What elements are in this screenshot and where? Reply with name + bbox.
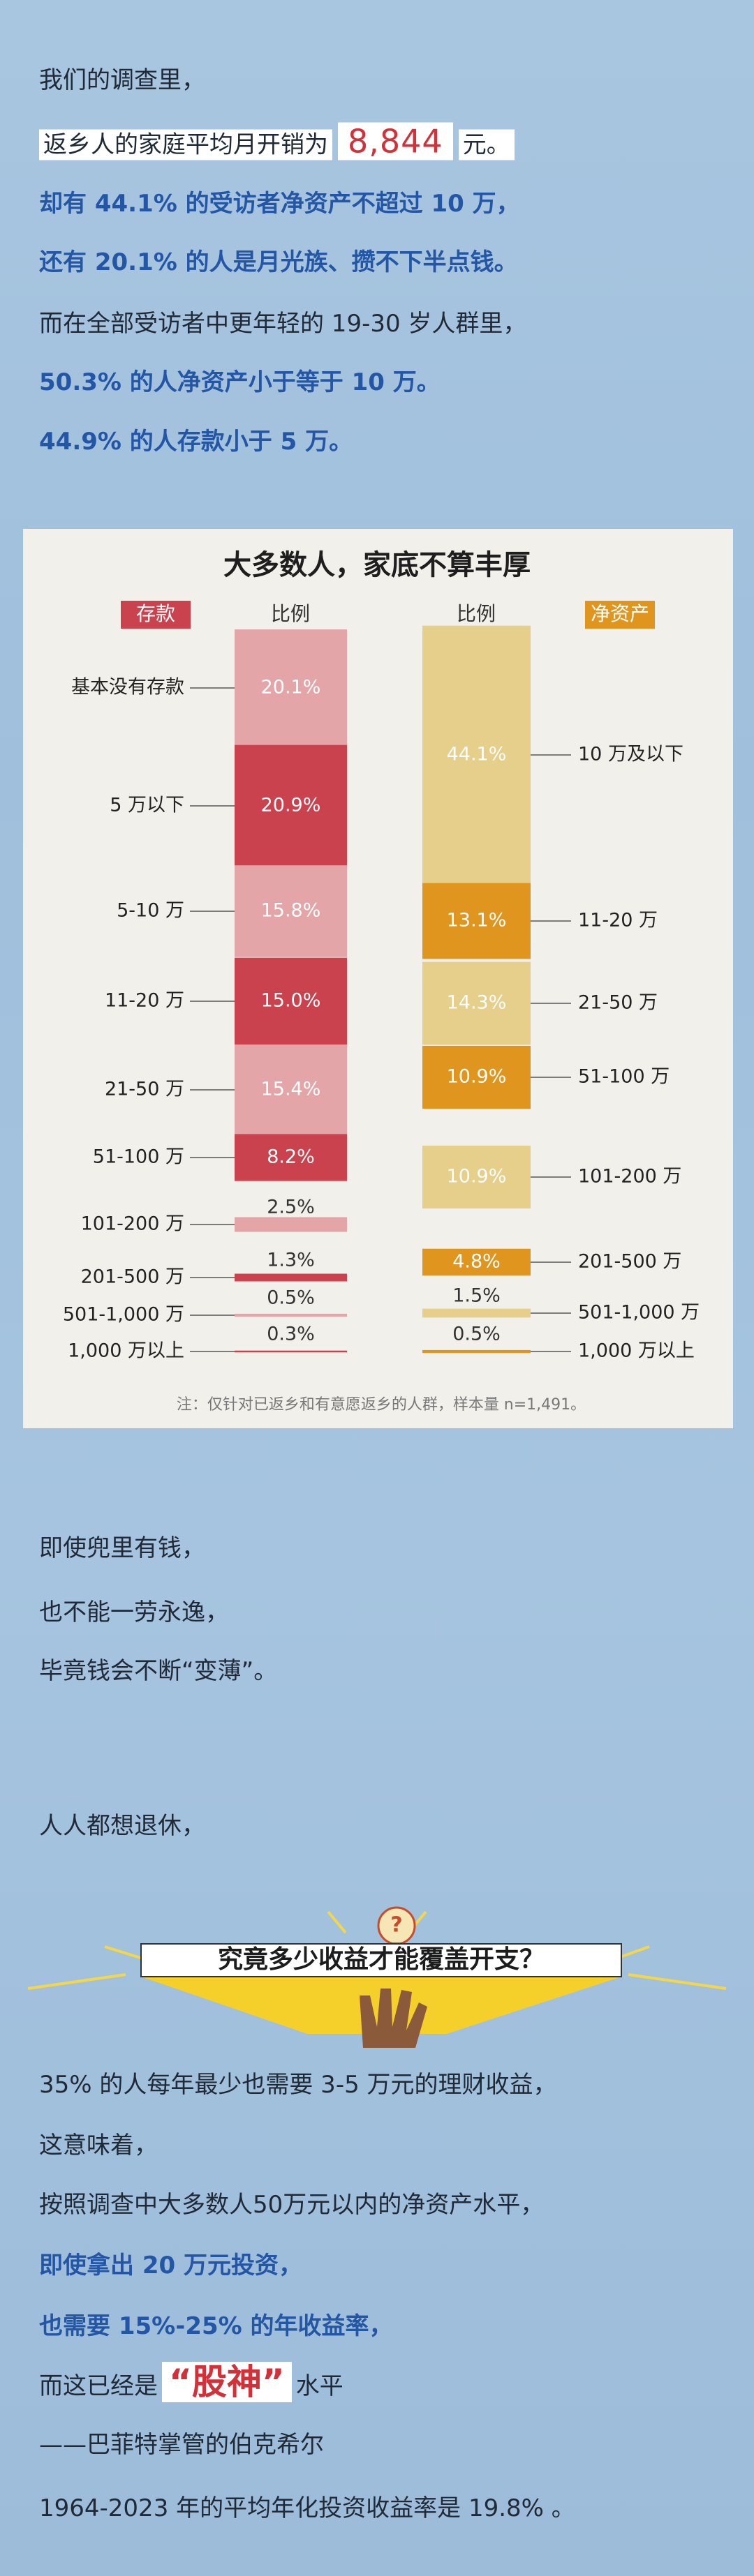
- series-name: 存款: [136, 602, 175, 625]
- value-label: 2.5%: [267, 1197, 315, 1218]
- value-label: 10.9%: [447, 1166, 507, 1188]
- column-label: 比例: [457, 602, 496, 625]
- text-line: 这意味着，: [39, 2132, 158, 2159]
- value-label: 20.9%: [261, 795, 321, 816]
- text-line: 50.3% 的人净资产小于等于 10 万。: [39, 368, 441, 396]
- bar: [235, 1313, 347, 1317]
- text-line: 却有 44.1% 的受访者净资产不超过 10 万，: [39, 190, 520, 218]
- value-label: 4.8%: [452, 1251, 501, 1273]
- highlight-number: 8,844: [338, 122, 453, 160]
- text-line: 我们的调查里，: [39, 66, 205, 94]
- text: 水平: [295, 2372, 343, 2400]
- category-label: 5 万以下: [110, 795, 184, 816]
- text: 元。: [458, 129, 515, 160]
- chart-title: 大多数人，家底不算丰厚: [223, 549, 531, 581]
- text-line: 也不能一劳永逸，: [39, 1598, 229, 1626]
- hand: [360, 1989, 427, 2048]
- value-label: 1.5%: [452, 1285, 501, 1307]
- text-line: 按照调查中大多数人50万元以内的净资产水平，: [39, 2191, 545, 2219]
- value-label: 13.1%: [447, 910, 507, 931]
- text-line: 1964-2023 年的平均年化投资收益率是 19.8% 。: [39, 2494, 575, 2522]
- bar: [422, 961, 531, 1045]
- bar: [235, 629, 347, 747]
- value-label: 10.9%: [447, 1066, 507, 1088]
- text-line: 44.9% 的人存款小于 5 万。: [39, 428, 353, 456]
- value-label: 1.3%: [267, 1250, 315, 1271]
- series-name-box: [121, 601, 191, 629]
- icon: ?: [390, 1913, 402, 1938]
- bar: [235, 744, 347, 867]
- category-label: 5-10 万: [117, 900, 184, 922]
- text: 返乡人的家庭平均月开销为: [39, 129, 332, 160]
- banner-text: 究竟多少收益才能覆盖开支？: [218, 1945, 545, 1974]
- category-label: 501-1,000 万: [63, 1304, 184, 1326]
- category-label: 201-500 万: [81, 1266, 184, 1288]
- text-line: 也需要 15%-25% 的年收益率，: [39, 2312, 393, 2340]
- bar: [422, 1045, 531, 1109]
- category-label: 51-100 万: [578, 1066, 670, 1088]
- value-label: 44.1%: [447, 744, 507, 765]
- bar: [235, 1350, 347, 1353]
- value-label: 15.8%: [261, 900, 321, 922]
- category-label: 501-1,000 万: [578, 1302, 700, 1324]
- category-label: 21-50 万: [105, 1079, 184, 1100]
- value-label: 0.3%: [267, 1324, 315, 1345]
- chart-note: 注：仅针对已返乡和有意愿返乡的人群，样本量 n=1,491。: [177, 1396, 586, 1414]
- value-label: 0.5%: [267, 1287, 315, 1309]
- text-line: ——巴菲特掌管的伯克希尔: [39, 2431, 324, 2459]
- category-label: 1,000 万以上: [68, 1340, 184, 1362]
- category-label: 101-200 万: [81, 1213, 184, 1235]
- column-label: 比例: [271, 602, 310, 625]
- bar: [235, 1044, 347, 1135]
- category-label: 1,000 万以上: [578, 1340, 695, 1362]
- category-label: 基本没有存款: [71, 677, 184, 698]
- text: 而这已经是: [39, 2372, 158, 2400]
- bar: [235, 1273, 347, 1282]
- value-label: 14.3%: [447, 992, 507, 1014]
- category-label: 51-100 万: [93, 1146, 184, 1168]
- god-line: 而这已经是 “股神” 水平: [39, 2362, 343, 2402]
- category-label: 201-500 万: [578, 1251, 681, 1273]
- bar: [235, 1134, 347, 1181]
- text-line: 毕竟钱会不断“变薄”。: [39, 1657, 278, 1685]
- category-label: 101-200 万: [578, 1166, 681, 1188]
- bar: [422, 625, 531, 885]
- value-label: 8.2%: [267, 1146, 315, 1168]
- category-label: 11-20 万: [105, 990, 184, 1012]
- series-name: 净资产: [591, 602, 649, 625]
- chart-panel: [23, 529, 733, 1428]
- series-name-box: [585, 601, 655, 629]
- text-line: 还有 20.1% 的人是月光族、攒不下半点钱。: [39, 248, 518, 276]
- banner-box: [140, 1943, 622, 1977]
- bar: [422, 883, 531, 959]
- category-label: 10 万及以下: [578, 744, 683, 765]
- text-line: 即使拿出 20 万元投资，: [39, 2252, 302, 2279]
- bar: [235, 957, 347, 1045]
- category-label: 21-50 万: [578, 992, 658, 1014]
- highlight: “股神”: [162, 2362, 292, 2402]
- text-line: 人人都想退休，: [39, 1812, 205, 1840]
- bar: [422, 1349, 531, 1354]
- category-label: 11-20 万: [578, 910, 658, 931]
- bar: [235, 865, 347, 957]
- text-line: 35% 的人每年最少也需要 3-5 万元的理财收益，: [39, 2071, 557, 2099]
- value-label: 15.4%: [261, 1079, 321, 1100]
- text-line: 即使兜里有钱，: [39, 1534, 205, 1562]
- value-label: 15.0%: [261, 990, 321, 1012]
- banner: ? 究竟多少收益才能覆盖开支？: [27, 1906, 727, 2048]
- bar: [422, 1145, 531, 1209]
- bar: [422, 1308, 531, 1318]
- value-label: 0.5%: [452, 1324, 501, 1345]
- value-label: 20.1%: [261, 677, 321, 698]
- bar: [422, 1248, 531, 1276]
- text-line: 而在全部受访者中更年轻的 19-30 岁人群里，: [39, 310, 527, 338]
- bar: [235, 1217, 347, 1232]
- spending-line: 返乡人的家庭平均月开销为 8,844 元。: [39, 122, 515, 160]
